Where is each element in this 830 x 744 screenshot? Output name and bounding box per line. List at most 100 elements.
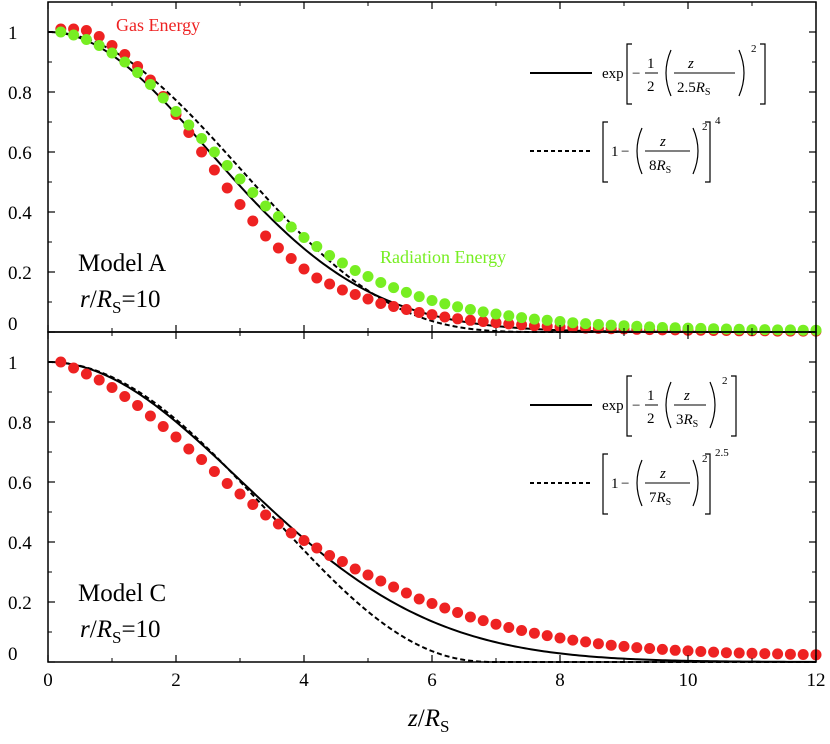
gas-energy-point	[759, 648, 771, 660]
panel-model-c: 00.20.40.60.81 0 2 4 6 8 10 12 Model C r/RS=10…	[8, 331, 826, 736]
y-tick-label: 0.2	[8, 263, 32, 284]
gas-energy-point	[196, 146, 208, 158]
gas-energy-point	[157, 421, 169, 432]
x-tick-label: 6	[427, 670, 437, 691]
y-tick-label: 0.4	[8, 203, 32, 224]
power-fit-curve	[47, 361, 816, 663]
radius-label: r/RS=10	[80, 616, 161, 647]
gas-energy-point	[631, 642, 643, 654]
legend-power: 2.5	[715, 447, 729, 459]
radiation-energy-point	[516, 312, 528, 324]
radiation-energy-point	[580, 318, 592, 330]
gas-energy-point	[464, 611, 476, 623]
y-tick-label: 0	[8, 314, 18, 335]
gas-energy-point	[528, 627, 540, 639]
radiation-energy-point	[528, 313, 540, 325]
radiation-energy-point	[119, 56, 131, 68]
gas-energy-point	[272, 242, 284, 254]
gas-energy-point	[669, 644, 681, 656]
legend-minus: −	[632, 398, 640, 414]
gas-energy-point	[388, 581, 400, 593]
y-tick-label: 0.6	[8, 473, 32, 494]
gas-energy-point	[247, 499, 259, 510]
legend-bracket	[602, 453, 608, 515]
legend-paren	[692, 127, 699, 175]
gas-energy-point	[375, 575, 387, 587]
radiation-energy-point	[132, 67, 144, 78]
gas-energy-point	[656, 643, 668, 655]
radiation-energy-point	[400, 286, 412, 298]
gas-energy-point	[298, 535, 310, 546]
fit-curves	[47, 31, 816, 333]
legend-paren	[692, 459, 699, 507]
gas-energy-point	[605, 639, 617, 651]
gas-energy-point	[324, 550, 336, 561]
radiation-energy-point	[541, 314, 553, 326]
gas-energy-point	[55, 356, 67, 368]
gas-energy-point	[106, 382, 118, 393]
radiation-energy-point	[759, 324, 771, 336]
power-fit-curve	[47, 31, 816, 333]
plot-frame	[47, 331, 817, 663]
gas-energy-point	[477, 615, 489, 627]
radiation-energy-point	[157, 92, 169, 104]
gas-energy-point	[132, 400, 144, 411]
gas-energy-point	[580, 636, 592, 648]
legend-power-fit: 1 − z 7RS 2 2.5	[530, 447, 729, 515]
radiation-energy-point	[592, 319, 604, 330]
radiation-energy-point	[631, 320, 643, 332]
radiation-energy-point	[656, 322, 668, 333]
y-tick-label: 0.2	[8, 593, 32, 614]
legend-z: z	[683, 388, 690, 404]
legend-exp-fit: exp − 1 2 z 2.5RS 2	[530, 43, 766, 105]
legend-one: 1	[611, 476, 619, 492]
gas-energy-point	[221, 478, 233, 489]
gas-energy-point	[260, 509, 272, 521]
gas-energy-point	[797, 649, 809, 660]
gas-energy-point	[285, 253, 297, 264]
legend-scale-height: 8RS	[649, 158, 671, 176]
gas-energy-point	[490, 317, 502, 329]
radiation-energy-point	[618, 320, 630, 332]
radiation-energy-point	[247, 187, 259, 198]
legend-inner-power: 2	[702, 121, 708, 133]
radiation-energy-point	[260, 200, 272, 212]
gas-energy-point	[567, 634, 579, 646]
gas-energy-point	[618, 640, 630, 652]
gas-energy-point	[170, 431, 182, 443]
gas-energy-point	[452, 607, 464, 618]
gas-energy-point	[400, 587, 412, 599]
gas-energy-point	[183, 443, 195, 455]
y-tick-label: 0.6	[8, 143, 32, 164]
radiation-energy-point	[234, 173, 246, 185]
legend-scale-height: 2.5RS	[677, 80, 710, 98]
radiation-energy-point	[55, 26, 67, 38]
gas-energy-point	[439, 602, 451, 614]
gas-energy-point	[375, 298, 387, 309]
x-tick-label: 0	[43, 670, 53, 691]
gas-energy-point	[234, 488, 246, 500]
legend-half-den: 2	[647, 79, 655, 95]
gas-energy-point	[682, 645, 694, 657]
legend-one: 1	[611, 144, 619, 160]
gas-energy-point	[413, 593, 425, 605]
legend-exp-prefix: exp	[602, 398, 624, 414]
legend-bracket	[602, 121, 608, 183]
y-tick-label: 0	[8, 644, 18, 665]
gas-energy-point	[272, 518, 284, 530]
gas-energy-point	[541, 630, 553, 642]
radiation-energy-point	[170, 106, 182, 117]
gas-energy-point	[772, 648, 784, 660]
gas-energy-point	[592, 638, 604, 650]
x-axis-title: z/RS	[407, 705, 449, 736]
gas-energy-point	[298, 263, 310, 275]
gas-energy-point	[720, 647, 732, 659]
radiation-energy-point	[324, 250, 336, 261]
legend-bracket	[705, 121, 711, 183]
legend-paren	[709, 381, 716, 429]
radiation-energy-point	[644, 321, 656, 333]
legend-z: z	[659, 134, 666, 150]
gas-energy-point	[119, 391, 131, 402]
radiation-energy-point	[797, 324, 809, 336]
radiation-energy-point	[336, 257, 348, 269]
